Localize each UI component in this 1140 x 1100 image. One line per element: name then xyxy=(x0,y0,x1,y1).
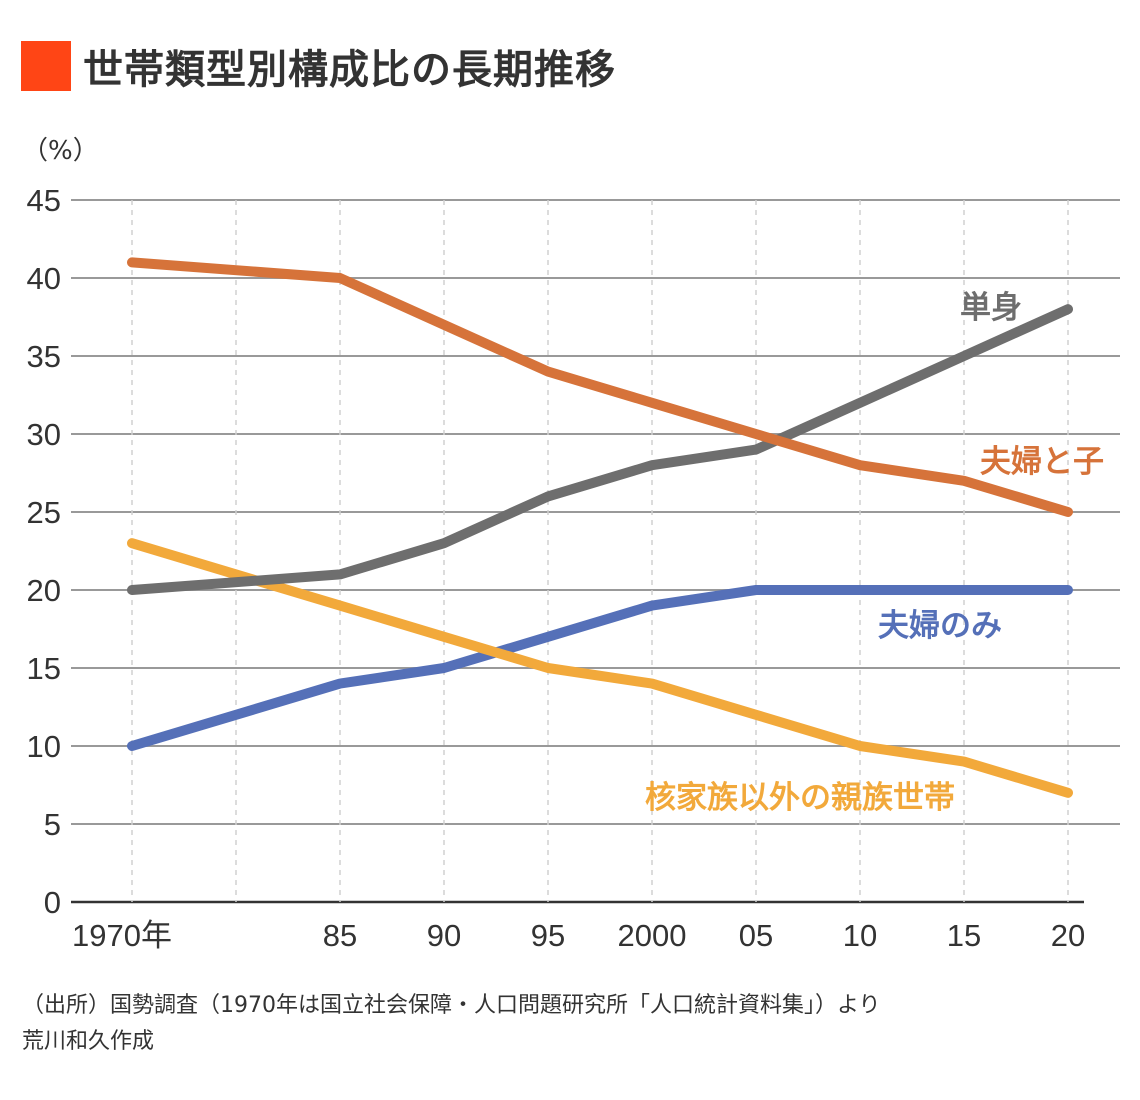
series-label: 夫婦と子 xyxy=(980,444,1104,480)
series-line xyxy=(127,257,1073,517)
y-tick-label: 10 xyxy=(27,729,61,764)
series-lines xyxy=(127,257,1073,798)
x-tick-label: 95 xyxy=(531,918,565,953)
y-tick-label: 5 xyxy=(44,807,61,842)
y-tick-label: 30 xyxy=(27,417,61,452)
y-axis-tick-labels: 0 5 10 15 20 25 30 35 40 45 xyxy=(27,183,61,920)
title-accent-square xyxy=(21,41,71,91)
x-tick-label: 05 xyxy=(739,918,773,953)
y-tick-label: 20 xyxy=(27,573,61,608)
series-label: 単身 xyxy=(960,290,1022,326)
y-tick-label: 15 xyxy=(27,651,61,686)
y-tick-label: 0 xyxy=(44,885,61,920)
source-note: （出所）国勢調査（1970年は国立社会保障・人口問題研究所「人口統計資料集」）よ… xyxy=(22,993,881,1018)
series-line xyxy=(127,585,1073,751)
series-label: 夫婦のみ xyxy=(878,608,1002,644)
series-line xyxy=(127,538,1073,798)
author-note: 荒川和久作成 xyxy=(22,1029,155,1054)
series-line xyxy=(127,304,1073,595)
x-tick-label: 1970年 xyxy=(72,918,172,953)
y-tick-label: 45 xyxy=(27,183,61,218)
y-tick-label: 35 xyxy=(27,339,61,374)
y-axis-unit-label: （%） xyxy=(22,136,99,166)
x-tick-label: 85 xyxy=(323,918,357,953)
chart-header: 世帯類型別構成比の長期推移 xyxy=(21,38,616,94)
x-tick-label: 15 xyxy=(947,918,981,953)
chart-title: 世帯類型別構成比の長期推移 xyxy=(83,47,616,93)
y-tick-label: 40 xyxy=(27,261,61,296)
vertical-gridlines xyxy=(131,200,1069,902)
x-axis-tick-labels: 1970年 85 90 95 2000 05 10 15 20 xyxy=(72,918,1085,953)
y-tick-label: 25 xyxy=(27,495,61,530)
x-tick-label: 10 xyxy=(843,918,877,953)
x-tick-label: 90 xyxy=(427,918,461,953)
x-tick-label: 2000 xyxy=(618,918,687,953)
chart-footer: （出所）国勢調査（1970年は国立社会保障・人口問題研究所「人口統計資料集」）よ… xyxy=(22,988,881,1060)
series-label: 核家族以外の親族世帯 xyxy=(645,780,955,816)
x-tick-label: 20 xyxy=(1051,918,1085,953)
